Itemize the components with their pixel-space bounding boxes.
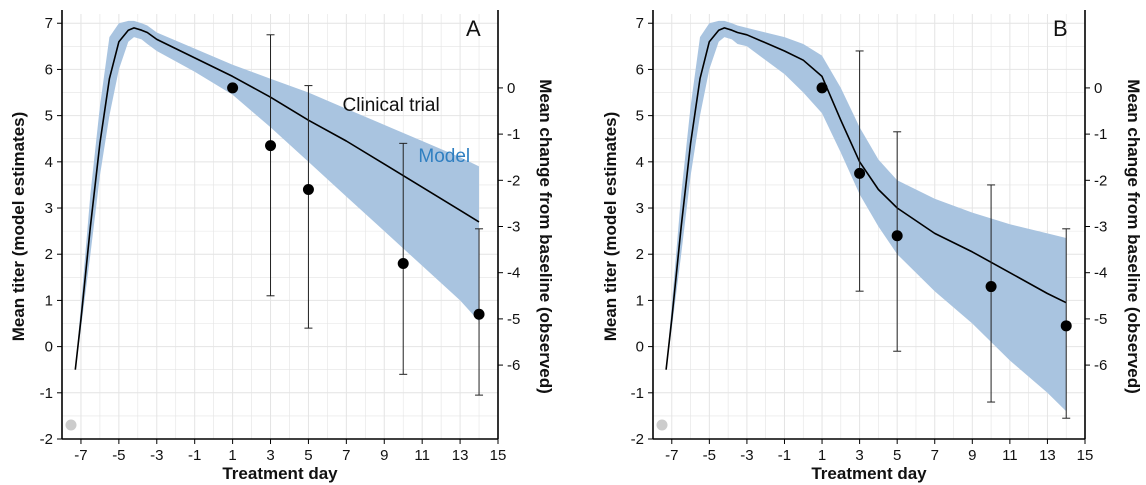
a-y-right-tick-label: 0 xyxy=(507,80,515,97)
a-y-left-tick-label: 5 xyxy=(45,108,53,125)
a-y-left-tick-label: 3 xyxy=(45,200,53,217)
a-y-right-tick-label: -2 xyxy=(507,172,520,189)
b-x-tick-label: 15 xyxy=(1077,447,1094,464)
b-y-left-tick-label: 5 xyxy=(636,108,644,125)
a-x-axis-title: Treatment day xyxy=(222,464,338,483)
b-y-right-tick-label: 0 xyxy=(1094,80,1102,97)
a-y-left-tick-label: 2 xyxy=(45,246,53,263)
a-x-tick-label: 1 xyxy=(228,447,236,464)
a-y-right-tick-label: -1 xyxy=(507,126,520,143)
b-y-left-tick-label: 3 xyxy=(636,200,644,217)
a-panel-label: A xyxy=(466,16,481,41)
b-y-left-tick-label: 2 xyxy=(636,246,644,263)
a-x-tick-label: 5 xyxy=(304,447,312,464)
b-observed-point xyxy=(854,167,866,179)
b-observed-point xyxy=(816,82,828,94)
a-x-tick-label: -5 xyxy=(112,447,125,464)
b-model-band xyxy=(666,20,1067,412)
a-x-tick-label: -3 xyxy=(150,447,163,464)
b-y-left-tick-label: 6 xyxy=(636,61,644,78)
b-y-left-tick-label: -1 xyxy=(631,385,644,402)
a-y-right-axis-title: Mean change from baseline (observed) xyxy=(536,79,555,394)
a-y-left-axis-title: Mean titer (model estimates) xyxy=(9,112,28,342)
b-x-tick-label: 9 xyxy=(968,447,976,464)
a-x-tick-label: 9 xyxy=(380,447,388,464)
b-x-tick-label: 7 xyxy=(931,447,939,464)
chart-panel-b: -7 -5 -3 -1 1 3 5 7 9 11 13 15-2-1012345670-1-2-3-4… xyxy=(601,10,1143,483)
b-x-tick-label: -5 xyxy=(703,447,716,464)
b-y-right-tick-label: -2 xyxy=(1094,172,1107,189)
a-y-left-tick-label: 0 xyxy=(45,339,53,356)
b-y-left-tick-label: 7 xyxy=(636,15,644,32)
a-observed-point xyxy=(473,308,485,320)
a-y-left-tick-label: 1 xyxy=(45,292,53,309)
b-x-tick-label: 3 xyxy=(855,447,863,464)
b-x-tick-label: 13 xyxy=(1039,447,1056,464)
a-y-right-tick-label: -3 xyxy=(507,219,520,236)
b-y-right-tick-label: -1 xyxy=(1094,126,1107,143)
b-y-right-tick-label: -5 xyxy=(1094,311,1107,328)
b-observed-point xyxy=(891,230,903,242)
b-y-left-tick-label: 4 xyxy=(636,154,644,171)
b-y-left-axis-title: Mean titer (model estimates) xyxy=(601,112,620,342)
b-y-left-tick-label: 0 xyxy=(636,339,644,356)
b-corner-dot xyxy=(656,419,668,431)
a-annotation-clinical-trial: Clinical trial xyxy=(343,95,440,116)
b-x-tick-label: -3 xyxy=(740,447,753,464)
a-x-tick-label: 13 xyxy=(452,447,469,464)
b-observed-point xyxy=(985,281,997,293)
a-y-right-tick-label: -4 xyxy=(507,265,520,282)
chart-panel-a: -7 -5 -3 -1 1 3 5 7 9 11 13 15-2-1012345670-1-2-3-4… xyxy=(9,10,555,483)
a-y-left-tick-label: 6 xyxy=(45,61,53,78)
b-observed-point xyxy=(1060,320,1072,332)
a-corner-dot xyxy=(65,419,77,431)
b-y-right-tick-label: -4 xyxy=(1094,265,1107,282)
a-y-right-tick-label: -5 xyxy=(507,311,520,328)
a-observed-point xyxy=(302,184,314,196)
b-y-left-tick-label: 1 xyxy=(636,292,644,309)
b-y-right-tick-label: -3 xyxy=(1094,219,1107,236)
b-grid xyxy=(652,14,1086,440)
a-x-tick-label: -7 xyxy=(74,447,87,464)
b-y-left-tick-label: -2 xyxy=(631,431,644,448)
b-x-tick-label: 1 xyxy=(818,447,826,464)
a-x-tick-label: -1 xyxy=(188,447,201,464)
a-y-left-tick-label: 7 xyxy=(45,15,53,32)
a-model-band xyxy=(75,20,480,370)
b-x-axis-title: Treatment day xyxy=(811,464,927,483)
b-x-tick-label: -1 xyxy=(778,447,791,464)
b-y-right-axis-title: Mean change from baseline (observed) xyxy=(1124,79,1143,394)
b-x-tick-label: 5 xyxy=(893,447,901,464)
a-observed-point xyxy=(227,82,239,94)
a-x-tick-label: 11 xyxy=(414,447,430,464)
a-y-left-tick-label: -1 xyxy=(40,385,53,402)
a-y-left-tick-label: -2 xyxy=(40,431,53,448)
b-x-tick-label: -7 xyxy=(665,447,678,464)
b-x-tick-label: 11 xyxy=(1002,447,1018,464)
b-model-mean-line xyxy=(665,27,1067,370)
a-y-right-tick-label: -6 xyxy=(507,357,520,374)
a-annotation-model: Model xyxy=(418,146,470,167)
a-observed-point xyxy=(397,257,409,269)
a-x-tick-label: 7 xyxy=(342,447,350,464)
a-observed-point xyxy=(265,140,277,152)
b-panel-label: B xyxy=(1053,16,1068,41)
b-y-right-tick-label: -6 xyxy=(1094,357,1107,374)
a-y-left-tick-label: 4 xyxy=(45,154,53,171)
a-x-tick-label: 3 xyxy=(266,447,274,464)
a-model-mean-line xyxy=(74,27,480,370)
a-x-tick-label: 15 xyxy=(490,447,507,464)
